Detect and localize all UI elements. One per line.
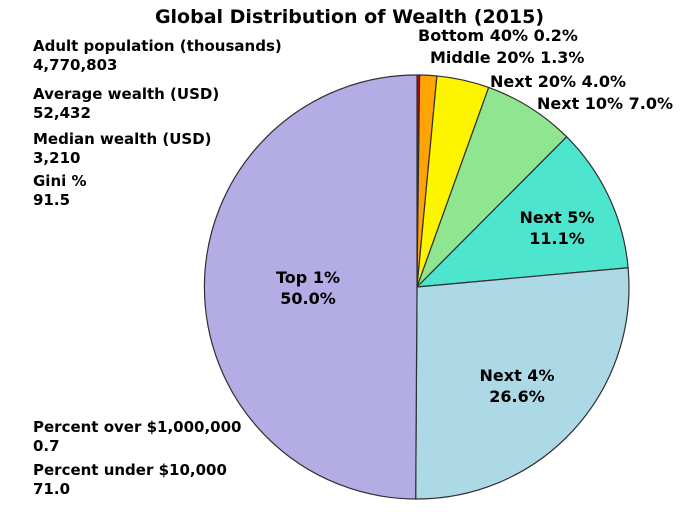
pie-slice-top-1	[203, 74, 418, 500]
stat-label: Percent under $10,000	[33, 461, 227, 479]
pie-label-next-20: Next 20% 4.0%	[490, 72, 627, 91]
pie-label-name: Top 1%	[276, 268, 340, 287]
stat-adult-population: Adult population (thousands) 4,770,803	[33, 37, 282, 75]
stat-gini: Gini % 91.5	[33, 172, 87, 210]
pie-slice-next-5	[416, 136, 629, 288]
stat-label: Average wealth (USD)	[33, 85, 220, 103]
pie-label-next-4: Next 4% 26.6%	[480, 366, 555, 407]
stat-label: Gini %	[33, 172, 87, 190]
pie-label-next-5: Next 5% 11.1%	[520, 208, 595, 249]
pie-label-bottom-40: Bottom 40% 0.2%	[418, 26, 578, 45]
pie-label-middle-20: Middle 20% 1.3%	[430, 48, 585, 67]
stat-label: Median wealth (USD)	[33, 130, 212, 148]
stat-value: 3,210	[33, 149, 81, 167]
pie-slice-next-4	[415, 267, 630, 500]
stat-median-wealth: Median wealth (USD) 3,210	[33, 130, 212, 168]
pie-label-percent: 26.6%	[489, 386, 545, 406]
stat-average-wealth: Average wealth (USD) 52,432	[33, 85, 219, 123]
stat-value: 4,770,803	[33, 56, 118, 74]
pie-label-name: Next 4%	[479, 366, 555, 385]
pie-label-percent: 50.0%	[280, 288, 336, 308]
pie-label-top-1: Top 1% 50.0%	[276, 268, 340, 309]
pie-label-next-10: Next 10% 7.0%	[537, 94, 674, 113]
stat-value: 71.0	[33, 480, 71, 498]
stat-label: Adult population (thousands)	[33, 37, 282, 55]
pie-label-percent: 11.1%	[529, 228, 585, 248]
stat-percent-over-1m: Percent over $1,000,000 0.7	[33, 418, 241, 456]
chart-title: Global Distribution of Wealth (2015)	[154, 6, 545, 28]
stat-value: 52,432	[33, 104, 91, 122]
stat-label: Percent over $1,000,000	[33, 418, 242, 436]
stat-percent-under-10k: Percent under $10,000 71.0	[33, 461, 227, 499]
stat-value: 0.7	[33, 437, 60, 455]
stat-value: 91.5	[33, 191, 71, 209]
pie-label-name: Next 5%	[519, 208, 595, 227]
